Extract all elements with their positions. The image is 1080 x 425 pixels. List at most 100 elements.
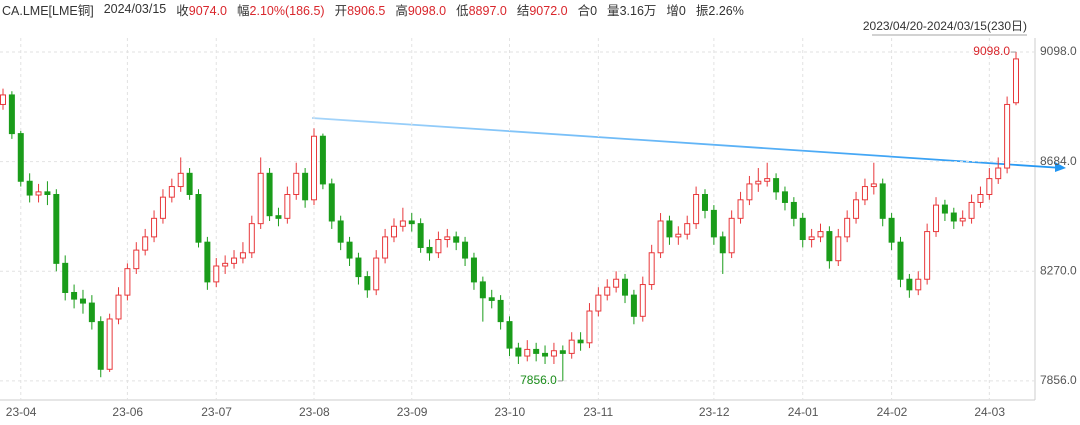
- candle-body: [435, 239, 442, 254]
- candle-body: [311, 135, 318, 201]
- field-label: 合: [577, 3, 591, 18]
- candle-body: [239, 252, 246, 259]
- candle-body: [764, 178, 771, 182]
- candle-body: [79, 298, 86, 304]
- candle-body: [995, 167, 1002, 180]
- candle-body: [746, 183, 753, 201]
- field-value: 8906.5: [347, 3, 386, 18]
- candle-body: [0, 94, 6, 105]
- candle-body: [346, 241, 353, 259]
- candle-body: [26, 180, 33, 196]
- candle-body: [737, 199, 744, 219]
- x-tick-label: 23-10: [495, 405, 526, 419]
- candle-body: [462, 241, 469, 259]
- candle-body: [399, 220, 406, 227]
- candle-body: [444, 236, 451, 241]
- candle-body: [1004, 103, 1011, 169]
- candle-body: [666, 220, 673, 238]
- x-tick-label: 23-08: [299, 405, 330, 419]
- candle-body: [897, 241, 904, 280]
- trend-line: [311, 117, 1063, 169]
- candle-body: [364, 276, 371, 291]
- candle-body: [755, 180, 762, 185]
- field-value: 0: [678, 3, 686, 18]
- high-label: 9098.0: [973, 44, 1010, 58]
- candle-body: [586, 310, 593, 344]
- candle-body: [924, 231, 931, 280]
- field-label: 开: [334, 3, 348, 18]
- candle-body: [44, 191, 51, 196]
- y-tick-label: 7856.0: [1040, 373, 1077, 387]
- quote-field: 增0: [666, 0, 685, 19]
- candle-body: [257, 172, 264, 225]
- quote-field: 量3.16万: [607, 0, 656, 19]
- candle-body: [870, 183, 877, 188]
- candle-body: [950, 212, 957, 222]
- field-value: 9098.0: [407, 3, 447, 18]
- candle-body: [293, 172, 300, 196]
- candle-body: [559, 350, 566, 354]
- candle-body: [373, 257, 380, 291]
- candle-body: [959, 217, 966, 222]
- candle-body: [542, 352, 549, 357]
- candle-body: [497, 299, 504, 323]
- candle-body: [355, 257, 362, 278]
- candle-body: [319, 135, 326, 185]
- candle-body: [17, 133, 24, 182]
- candle-body: [506, 321, 513, 349]
- candle-body: [675, 233, 682, 238]
- field-value: 9074.0: [188, 3, 227, 18]
- candle-body: [808, 236, 815, 241]
- low-label: 7856.0: [520, 373, 557, 387]
- candle-body: [168, 186, 175, 198]
- candle-body: [62, 262, 69, 293]
- range-label: 2023/04/20-2024/03/15(230日): [863, 19, 1027, 33]
- candle-body: [266, 172, 273, 217]
- candle-body: [933, 204, 940, 233]
- candle-body: [426, 246, 433, 254]
- quote-field: 开8906.5: [335, 0, 386, 19]
- candle-body: [630, 294, 637, 317]
- candle-body: [177, 172, 184, 188]
- candle-body: [550, 350, 557, 357]
- candle-body: [231, 257, 238, 264]
- candle-body: [382, 236, 389, 259]
- candle-body: [133, 249, 140, 270]
- field-value: 2.10%(186.5): [249, 3, 325, 18]
- x-tick-label: 23-09: [397, 405, 428, 419]
- candle-body: [657, 220, 664, 254]
- candle-body: [533, 348, 540, 354]
- candle-body: [719, 236, 726, 254]
- candle-body: [790, 201, 797, 219]
- candle-body: [728, 217, 735, 254]
- candle-body: [115, 294, 122, 320]
- candle-body: [106, 318, 113, 370]
- candle-body: [479, 281, 486, 299]
- candle-body: [390, 225, 397, 238]
- candle-body: [906, 278, 913, 291]
- x-tick-label: 23-04: [6, 405, 37, 419]
- candle-body: [1013, 58, 1019, 104]
- x-tick-label: 23-06: [112, 405, 143, 419]
- candle-body: [701, 194, 708, 211]
- field-label: 增: [666, 3, 679, 18]
- candle-body: [835, 236, 842, 262]
- candle-body: [817, 231, 824, 238]
- field-label: 振: [695, 3, 709, 18]
- candle-body: [781, 191, 788, 203]
- candle-body: [204, 241, 211, 283]
- candle-body: [159, 196, 166, 219]
- field-label: 低: [456, 3, 469, 18]
- field-value: 3.16万: [619, 3, 657, 18]
- candle-body: [222, 262, 229, 267]
- candle-body: [71, 291, 78, 300]
- candle-body: [568, 339, 575, 354]
- quote-field: 幅2.10%(186.5): [237, 0, 325, 19]
- field-value: 2.26%: [708, 3, 744, 18]
- candle-body: [515, 347, 522, 357]
- candle-body: [853, 199, 860, 219]
- quote-field: 合0: [578, 0, 597, 19]
- candle-body: [524, 348, 531, 357]
- candle-body: [337, 220, 344, 243]
